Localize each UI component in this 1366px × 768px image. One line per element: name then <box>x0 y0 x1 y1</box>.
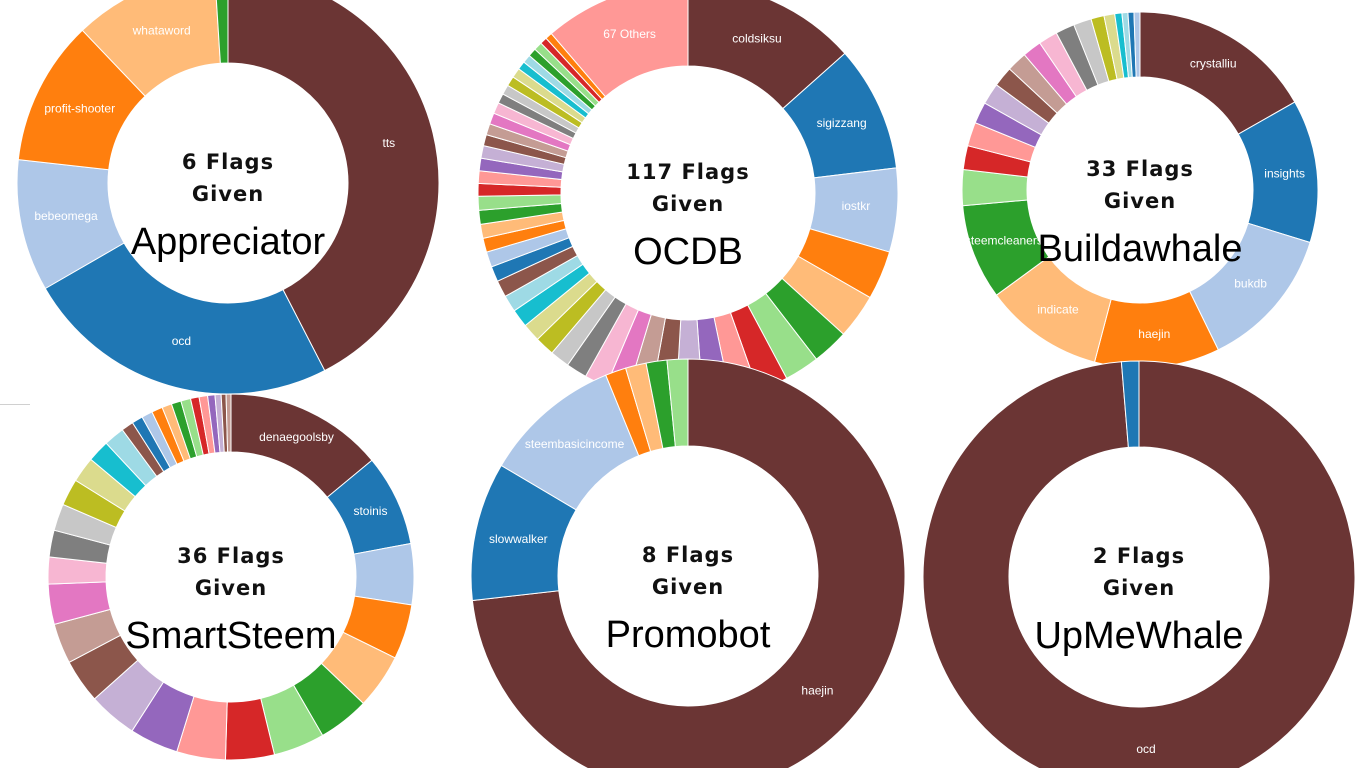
smartsteem-bot-name: SmartSteem <box>125 615 336 657</box>
promobot-slice-label-2: steembasicincome <box>525 437 625 451</box>
appreciator-slice-5[interactable] <box>215 0 229 64</box>
ocdb-bot-name: OCDB <box>633 231 743 273</box>
smartsteem-flag-count: 36 Flags <box>177 544 285 568</box>
ocdb-slice-46[interactable] <box>550 0 689 98</box>
ocdb-slice-label-1: sigizzang <box>817 116 867 130</box>
ocdb-flag-given: Given <box>652 192 724 216</box>
smartsteem-slice-label-0: denaegoolsby <box>259 430 334 444</box>
buildawhale-flag-count: 33 Flags <box>1086 157 1194 181</box>
smartsteem-slice-33[interactable] <box>225 393 232 453</box>
appreciator-slice-label-4: whataword <box>132 24 191 38</box>
buildawhale-slice-label-3: haejin <box>1138 327 1170 341</box>
upmewhale-slice-0[interactable] <box>922 360 1356 768</box>
smartsteem-flag-given: Given <box>195 576 267 600</box>
buildawhale-slice-22[interactable] <box>1133 11 1141 78</box>
promobot-slice-0[interactable] <box>471 358 906 768</box>
promobot-slice-6[interactable] <box>666 358 689 448</box>
divider-line <box>0 404 30 405</box>
promobot-bot-name: Promobot <box>606 614 771 656</box>
appreciator-slice-label-1: ocd <box>172 334 191 348</box>
appreciator-slice-label-2: bebeomega <box>34 209 98 223</box>
smartsteem-slice-label-1: stoinis <box>353 504 387 518</box>
promobot-slice-label-1: slowwalker <box>489 532 548 546</box>
appreciator-flag-given: Given <box>192 182 264 206</box>
ocdb-slice-label-2: iostkr <box>842 199 871 213</box>
buildawhale-bot-name: Buildawhale <box>1038 228 1243 270</box>
buildawhale-slice-label-5: steemcleaners <box>965 233 1043 247</box>
promobot-flag-count: 8 Flags <box>642 543 734 567</box>
appreciator-flag-count: 6 Flags <box>182 150 274 174</box>
upmewhale-flag-given: Given <box>1103 576 1175 600</box>
upmewhale-slice-label-0: ocd <box>1136 742 1155 756</box>
buildawhale-slice-label-0: crystalliu <box>1190 56 1237 70</box>
buildawhale-slice-label-1: insights <box>1264 166 1305 180</box>
ocdb-slice-label-46: 67 Others <box>603 27 656 41</box>
buildawhale-slice-label-2: bukdb <box>1234 277 1267 291</box>
buildawhale-flag-given: Given <box>1104 189 1176 213</box>
appreciator-slice-0[interactable] <box>227 0 440 372</box>
appreciator-bot-name: Appreciator <box>131 221 326 263</box>
appreciator-slice-label-3: profit-shooter <box>44 102 115 116</box>
upmewhale-bot-name: UpMeWhale <box>1034 615 1243 657</box>
appreciator-slice-label-0: tts <box>382 136 395 150</box>
promobot-flag-given: Given <box>652 575 724 599</box>
upmewhale-flag-count: 2 Flags <box>1093 544 1185 568</box>
buildawhale-slice-label-4: indicate <box>1037 302 1079 316</box>
ocdb-slice-label-0: coldsiksu <box>732 31 781 45</box>
appreciator-slice-4[interactable] <box>81 0 221 97</box>
ocdb-flag-count: 117 Flags <box>626 160 749 184</box>
promobot-slice-label-0: haejin <box>801 684 833 698</box>
upmewhale-slice-1[interactable] <box>1120 360 1140 448</box>
